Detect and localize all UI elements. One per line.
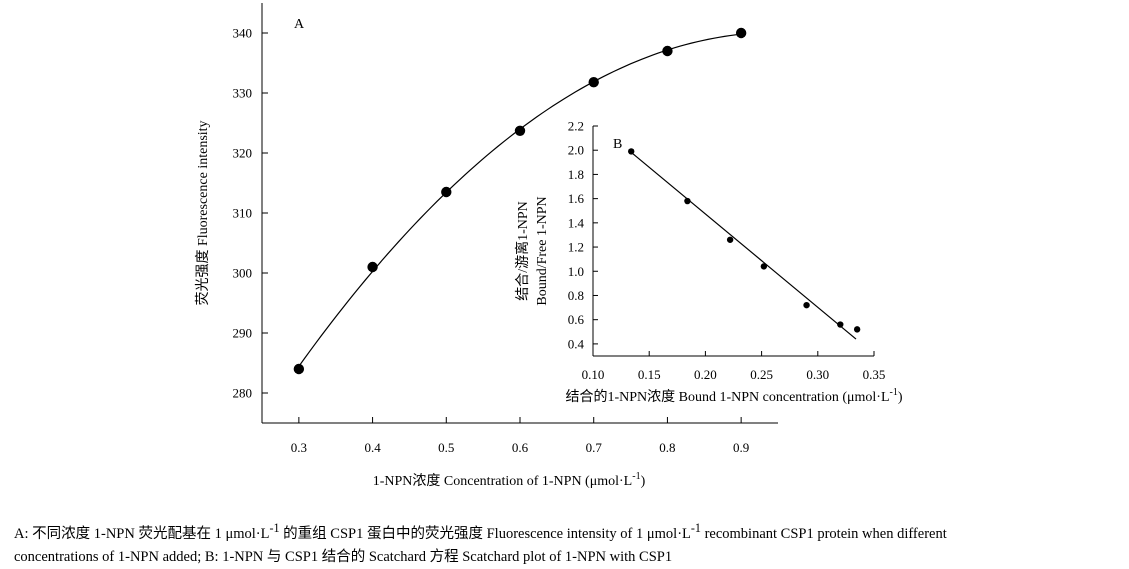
panel-b-y-axis-title-line1: 结合/游离1-NPN	[514, 201, 531, 301]
panel-b-data-point	[760, 263, 768, 270]
panel-a-x-tick-label: 0.3	[291, 440, 307, 455]
caption-line1-sup-1: -1	[269, 521, 280, 535]
panel-b-x-tick-label: 0.20	[694, 367, 717, 382]
panel-a-x-tick-label: 0.4	[364, 440, 381, 455]
panel-b-x-tick-label: 0.25	[750, 367, 773, 382]
caption-line1-sup-2: -1	[690, 521, 701, 535]
panel-a-data-point	[588, 77, 599, 88]
panel-a-data-point	[662, 45, 673, 57]
panel-a-x-tick-label: 0.7	[586, 440, 603, 455]
panel-b-x-title-end: )	[898, 390, 903, 405]
panel-b-x-tick-label: 0.10	[582, 367, 605, 382]
panel-b-x-tick-label: 0.35	[863, 367, 886, 382]
panel-b-y-tick-label: 1.8	[568, 167, 584, 182]
panel-b-chart: 0.4 0.6 0.8 1.0 1.2 1.4 1.6 1.8 2.0 2.2 0.10 0.15 0…	[514, 119, 903, 406]
caption-line1-part-a: A: 不同浓度 1-NPN 荧光配基在 1 μmol·L	[14, 525, 270, 542]
panel-a-tag: A	[294, 17, 305, 32]
panel-a-y-tick-label: 280	[233, 386, 253, 401]
panel-a-y-tick-label: 320	[233, 146, 253, 161]
figure-caption: A: 不同浓度 1-NPN 荧光配基在 1 μmol·L-1 的重组 CSP1 …	[14, 517, 1124, 569]
panel-a-y-axis-title: 荧光强度 Fluorescence intensity	[194, 120, 211, 305]
panel-a-data-point	[735, 27, 747, 39]
panel-a-y-tick-label: 300	[233, 266, 253, 281]
caption-line-2: concentrations of 1-NPN added; B: 1-NPN …	[14, 548, 673, 565]
panel-b-x-title-sup: -1	[890, 387, 898, 398]
panel-b-data-point	[837, 321, 844, 328]
panel-b-y-tick-label: 2.2	[568, 119, 584, 134]
panel-b-y-tick-label: 1.4	[568, 215, 585, 230]
panel-a-y-tick-label: 330	[233, 86, 253, 101]
panel-b-data-point	[726, 236, 734, 243]
panel-b-y-tick-label: 0.6	[568, 312, 585, 327]
panel-a-data-point	[367, 261, 378, 273]
panel-a-data-point	[514, 125, 526, 136]
panel-a-x-title-main: 1-NPN浓度 Concentration of 1-NPN (μmol·L	[373, 473, 632, 489]
panel-a-x-title-sup: -1	[632, 471, 640, 482]
panel-b-y-tick-label: 0.4	[568, 336, 585, 351]
panel-a-y-tick-label: 310	[233, 206, 253, 221]
panel-a-y-tick-label: 290	[233, 326, 253, 341]
panel-b-x-title-main: 结合的1-NPN浓度 Bound 1-NPN concentration (μm…	[565, 389, 889, 405]
panel-a-data-point	[441, 186, 452, 198]
panel-b-tag: B	[613, 137, 622, 152]
caption-line-1: A: 不同浓度 1-NPN 荧光配基在 1 μmol·L-1 的重组 CSP1 …	[14, 517, 1124, 546]
panel-b-y-tick-label: 2.0	[568, 143, 584, 158]
panel-b-data-point	[853, 326, 861, 333]
panel-b-x-tick-label: 0.15	[638, 367, 661, 382]
panel-a-data-point	[293, 363, 305, 375]
panel-a-x-tick-label: 0.9	[733, 440, 749, 455]
panel-a-x-tick-label: 0.6	[512, 440, 529, 455]
panel-b-y-tick-label: 1.2	[568, 240, 584, 255]
panel-a-x-tick-label: 0.5	[438, 440, 454, 455]
panel-a-x-title-end: )	[641, 474, 646, 489]
caption-line1-part-c: recombinant CSP1 protein when different	[700, 525, 947, 542]
panel-a-x-axis-title: 1-NPN浓度 Concentration of 1-NPN (μmol·L-1…	[373, 471, 646, 489]
panel-b-y-tick-label: 1.0	[568, 264, 584, 279]
panel-b-x-tick-label: 0.30	[806, 367, 829, 382]
panel-b-y-tick-label: 1.6	[568, 191, 585, 206]
panel-a-y-tick-label: 340	[233, 26, 253, 41]
panel-b-y-axis-title-line2: Bound/Free 1-NPN	[535, 196, 550, 305]
panel-a-x-tick-label: 0.8	[659, 440, 675, 455]
panel-b-data-point	[628, 148, 635, 155]
panel-b-x-axis-title: 结合的1-NPN浓度 Bound 1-NPN concentration (μm…	[565, 387, 902, 405]
panel-b-fit-line	[629, 150, 857, 340]
panel-b-data-point	[803, 301, 810, 309]
figure: 280 290 300 310 320 330 340 0.3 0.4 0.5 0.6 0.7 0.8…	[194, 3, 903, 489]
panel-b-data-point	[684, 197, 691, 205]
panel-b-y-tick-label: 0.8	[568, 288, 584, 303]
caption-line1-part-b: 的重组 CSP1 蛋白中的荧光强度 Fluorescence intensity…	[279, 525, 691, 542]
panel-a-chart: 280 290 300 310 320 330 340 0.3 0.4 0.5 0.6 0.7 0.8…	[194, 3, 778, 489]
